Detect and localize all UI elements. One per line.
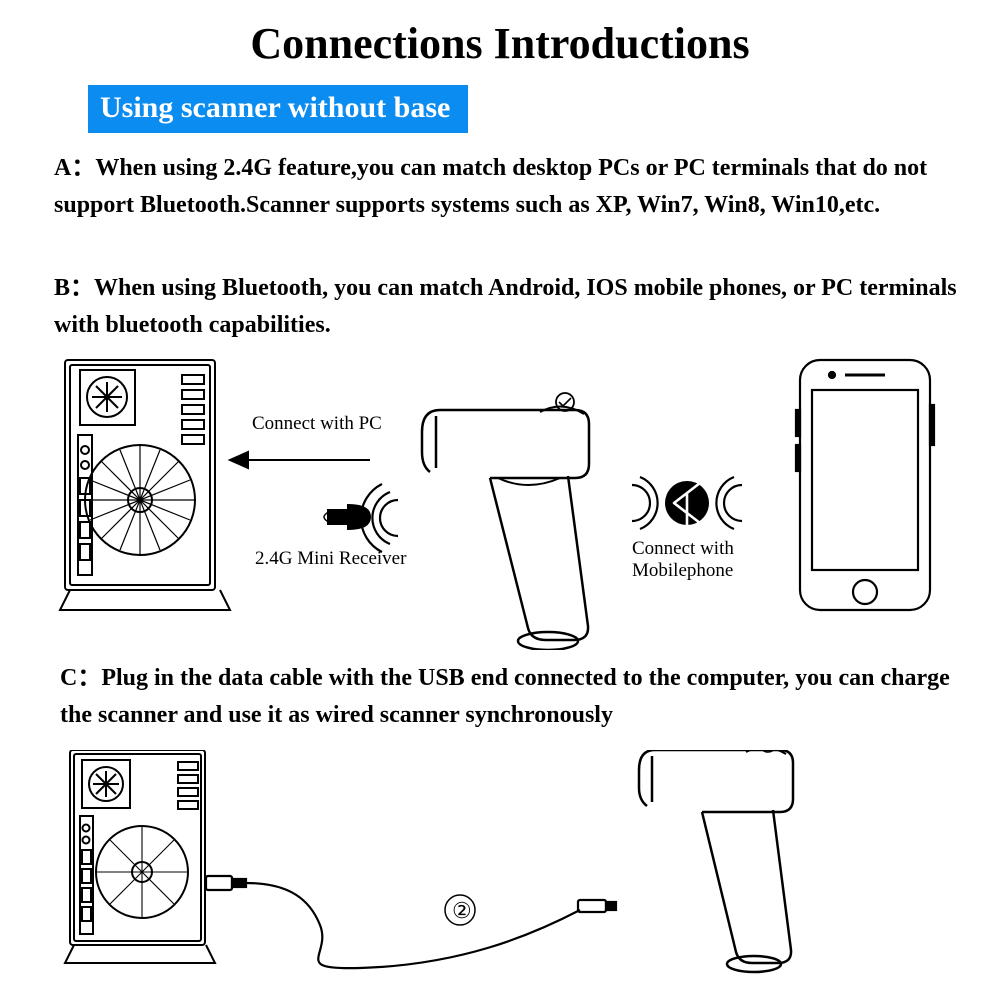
paragraph-a: A：When using 2.4G feature,you can match … bbox=[54, 150, 980, 224]
pc-tower-icon bbox=[60, 360, 230, 610]
label-receiver: 2.4G Mini Receiver bbox=[255, 548, 406, 570]
paragraph-b: B：When using Bluetooth, you can match An… bbox=[54, 270, 980, 344]
bluetooth-icon bbox=[665, 473, 709, 533]
smartphone-icon bbox=[796, 360, 934, 610]
page-title: Connections Introductions bbox=[0, 18, 1000, 69]
label-step-2: ② bbox=[452, 898, 472, 924]
label-connect-pc: Connect with PC bbox=[252, 413, 382, 435]
illustration-wireless: Connect with PC 2.4G Mini Receiver Conne… bbox=[40, 350, 960, 650]
label-connect-phone-1: Connect with bbox=[632, 538, 734, 560]
illustration-wired: ② bbox=[60, 750, 940, 990]
scanner-icon bbox=[422, 393, 589, 650]
usb-cable-icon bbox=[206, 876, 616, 968]
scanner-icon bbox=[639, 750, 793, 972]
page-root: Connections Introductions Using scanner … bbox=[0, 0, 1000, 1000]
arrow-left-icon bbox=[230, 452, 370, 468]
section-banner: Using scanner without base bbox=[88, 85, 468, 133]
paragraph-c: C：Plug in the data cable with the USB en… bbox=[60, 660, 970, 734]
label-connect-phone-2: Mobilephone bbox=[632, 560, 733, 582]
pc-tower-icon bbox=[65, 750, 215, 963]
